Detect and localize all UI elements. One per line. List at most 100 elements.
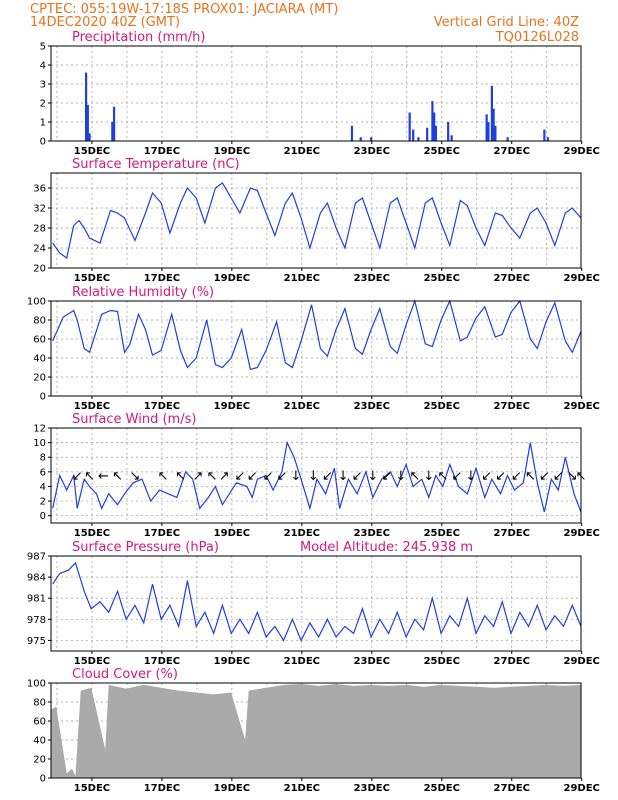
wind-arrow: ↖ [206, 469, 217, 484]
rh-xtick-label: 29DEC [564, 401, 600, 412]
precip-xtick-label: 21DEC [284, 146, 320, 157]
precip-panel: Precipitation (mm/h) 0 1 2 3 4 5 15DEC 17DEC 19DE… [40, 30, 600, 157]
wind-ytick-label: 6 [40, 467, 46, 478]
pres-xtick-label: 19DEC [214, 656, 250, 667]
wind-arrow: ↙ [495, 469, 506, 484]
wind-ytick-label: 2 [40, 497, 46, 508]
precip-bar [112, 106, 116, 141]
rh-xtick-label: 15DEC [74, 401, 110, 412]
cloud-xtick-label: 29DEC [564, 783, 600, 794]
wind-arrow: ↙ [352, 469, 363, 484]
precip-ytick-label: 0 [40, 137, 46, 148]
header-run-time: 14DEC2020 40Z (GMT) [30, 15, 180, 30]
temp-xtick-label: 25DEC [424, 273, 460, 284]
cloud-ytick-label: 60 [33, 717, 46, 728]
wind-arrow: ↖ [409, 469, 420, 484]
cloud-ytick-label: 80 [33, 698, 46, 709]
precip-bar [431, 101, 434, 141]
wind-line [52, 440, 582, 513]
precip-bar [417, 137, 420, 141]
wind-arrow: ← [98, 469, 109, 484]
wind-arrow: ↘ [130, 469, 141, 484]
precip-bar [86, 104, 89, 141]
cloud-xtick-label: 15DEC [74, 783, 110, 794]
cloud-xtick-label: 19DEC [214, 783, 250, 794]
temp-xtick-label: 23DEC [354, 273, 390, 284]
pres-ytick-label: 978 [27, 615, 46, 626]
wind-arrow: ↙ [381, 469, 392, 484]
temp-xtick-label: 17DEC [144, 273, 180, 284]
header-grid-note: Vertical Grid Line: 40Z [434, 15, 579, 30]
wind-title: Surface Wind (m/s) [72, 412, 196, 427]
wind-arrow: ↙ [234, 469, 245, 484]
wind-arrow: ↗ [219, 469, 230, 484]
precip-title: Precipitation (mm/h) [72, 30, 205, 45]
rh-xtick-label: 25DEC [424, 401, 460, 412]
temp-title: Surface Temperature (nC) [72, 157, 240, 172]
precip-bar [546, 137, 549, 141]
wind-arrow: ↙ [72, 469, 83, 484]
precip-bar [506, 137, 509, 141]
precip-bar [88, 133, 91, 141]
wind-arrow: ↓ [290, 469, 301, 484]
pres-xtick-label: 27DEC [494, 656, 530, 667]
rh-ytick-label: 40 [33, 354, 46, 365]
precip-ytick-label: 5 [40, 42, 46, 53]
pres-xtick-label: 25DEC [424, 656, 460, 667]
wind-frame [50, 427, 582, 524]
pres-ytick-label: 984 [27, 573, 46, 584]
header-model-id: TQ0126L028 [495, 30, 579, 45]
rh-xtick-label: 19DEC [214, 401, 250, 412]
pres-line [52, 561, 582, 642]
wind-arrow: ↓ [367, 469, 378, 484]
temp-xtick-label: 19DEC [214, 273, 250, 284]
wind-arrow: ↙ [322, 469, 333, 484]
rh-ytick-label: 80 [33, 316, 46, 327]
wind-arrow: ↙ [553, 469, 564, 484]
precip-ytick-label: 4 [40, 61, 46, 72]
precip-xtick-label: 23DEC [354, 146, 390, 157]
rh-ytick-label: 60 [33, 335, 46, 346]
precip-xtick-label: 29DEC [564, 146, 600, 157]
cloud-ytick-label: 0 [40, 774, 46, 785]
cloud-xtick-label: 27DEC [494, 783, 530, 794]
rh-panel: Relative Humidity (%) 0 20 40 60 80 100 15DEC 17… [27, 285, 600, 412]
cloud-xtick-label: 23DEC [354, 783, 390, 794]
wind-arrow: ↖ [525, 469, 536, 484]
temp-panel: Surface Temperature (nC) 20 24 28 32 36 15DEC 1… [33, 157, 600, 284]
wind-arrow: ↙ [247, 469, 258, 484]
pres-panel: Surface Pressure (hPa) Model Altitude: 24… [27, 540, 600, 667]
pres-ytick-label: 987 [27, 552, 46, 563]
wind-xtick-label: 27DEC [494, 528, 530, 539]
precip-ytick-label: 1 [40, 118, 46, 129]
wind-xtick-label: 21DEC [284, 528, 320, 539]
temp-xtick-label: 27DEC [494, 273, 530, 284]
pres-xtick-label: 21DEC [284, 656, 320, 667]
precip-frame [50, 45, 582, 142]
rh-xtick-label: 27DEC [494, 401, 530, 412]
wind-panel: Surface Wind (m/s)↙ ↖ ← ↖ ↘ ↖ ↖ ↗ ↖ ↗ ↙ ↙ ↙ ↙ ↓ ↓ ↙ ↓ ↙ ↓ ↙ ↓… [33, 412, 600, 539]
wind-arrow: ↘ [567, 469, 578, 484]
wind-ytick-label: 10 [33, 438, 46, 449]
temp-ytick-label: 32 [33, 204, 46, 215]
precip-bar [111, 122, 114, 141]
precip-bar [494, 125, 497, 141]
pres-xtick-label: 23DEC [354, 656, 390, 667]
pres-ytick-label: 975 [27, 636, 46, 647]
wind-ytick-label: 8 [40, 453, 46, 464]
wind-arrow: ↓ [308, 469, 319, 484]
precip-xtick-label: 27DEC [494, 146, 530, 157]
rh-xtick-label: 23DEC [354, 401, 390, 412]
rh-frame [50, 300, 582, 397]
wind-xtick-label: 29DEC [564, 528, 600, 539]
precip-ytick-label: 2 [40, 99, 46, 110]
wind-arrow: ↖ [437, 469, 448, 484]
wind-xtick-label: 17DEC [144, 528, 180, 539]
temp-ytick-label: 28 [33, 224, 46, 235]
cloud-frame [50, 682, 582, 779]
precip-bar [350, 125, 354, 141]
wind-arrow: ↗ [192, 469, 203, 484]
rh-line [52, 298, 582, 371]
wind-arrow: ↖ [112, 469, 123, 484]
